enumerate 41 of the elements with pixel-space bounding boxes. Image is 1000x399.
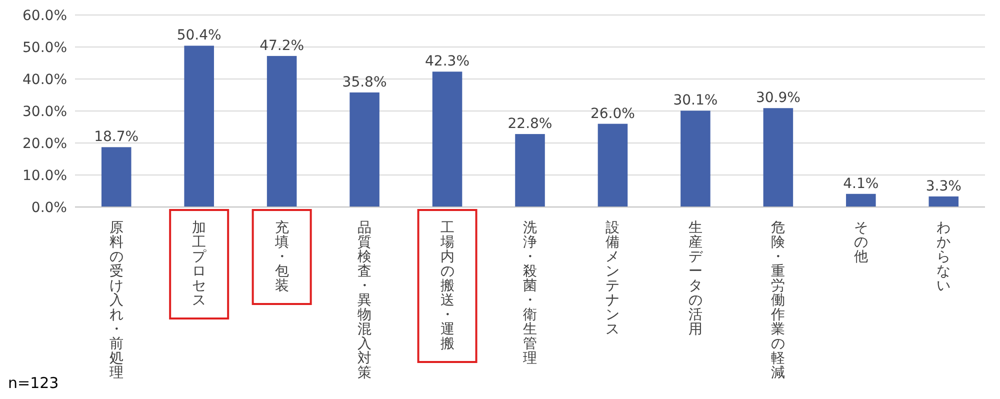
data-label: 35.8%: [342, 74, 387, 90]
x-tick-label: 充填・包装: [274, 220, 289, 294]
data-label: 4.1%: [843, 176, 879, 192]
x-tick-label: わからない: [936, 220, 951, 294]
category-label: 品質検査・異物混入対策: [358, 220, 372, 381]
y-tick-label: 40.0%: [22, 72, 67, 88]
bar: [763, 108, 794, 207]
y-tick-label: 60.0%: [22, 8, 67, 24]
bar: [598, 124, 628, 207]
data-label: 30.9%: [756, 90, 800, 106]
x-tick-label: 設備メンテナンス: [606, 220, 620, 338]
bar: [184, 46, 214, 207]
category-label: 洗浄・殺菌・衛生管理: [523, 220, 537, 366]
y-tick-label: 10.0%: [22, 168, 67, 184]
category-label: 原料の受け入れ・前処理: [109, 220, 124, 381]
bar: [350, 92, 380, 207]
data-label: 50.4%: [176, 28, 222, 44]
bar: [846, 194, 876, 207]
data-label: 47.2%: [260, 38, 304, 54]
x-tick-label: 加工プロセス: [192, 220, 208, 308]
bar: [101, 147, 132, 207]
bar: [266, 56, 297, 207]
bar: [515, 134, 545, 207]
data-label: 42.3%: [425, 54, 470, 70]
data-label: 30.1%: [673, 92, 718, 109]
data-label: 3.3%: [926, 178, 962, 194]
bar: [680, 110, 710, 207]
category-label: 危険・重労働作業の軽減: [771, 220, 786, 381]
y-tick-label: 50.0%: [22, 40, 67, 56]
y-tick-label: 30.0%: [22, 104, 67, 120]
category-label: 工場内の搬送・運搬: [440, 220, 454, 352]
data-label: 18.7%: [94, 129, 139, 146]
y-tick-label: 20.0%: [22, 136, 67, 152]
data-label: 22.8%: [508, 116, 552, 132]
text: n=123: [8, 374, 59, 392]
data-label: 26.0%: [590, 106, 635, 122]
x-tick-label: その他: [854, 220, 868, 265]
y-tick-label: 0.0%: [31, 200, 67, 216]
bar: [928, 196, 959, 207]
x-tick-label: 生産データの活用: [688, 220, 704, 338]
bar: [432, 72, 462, 207]
